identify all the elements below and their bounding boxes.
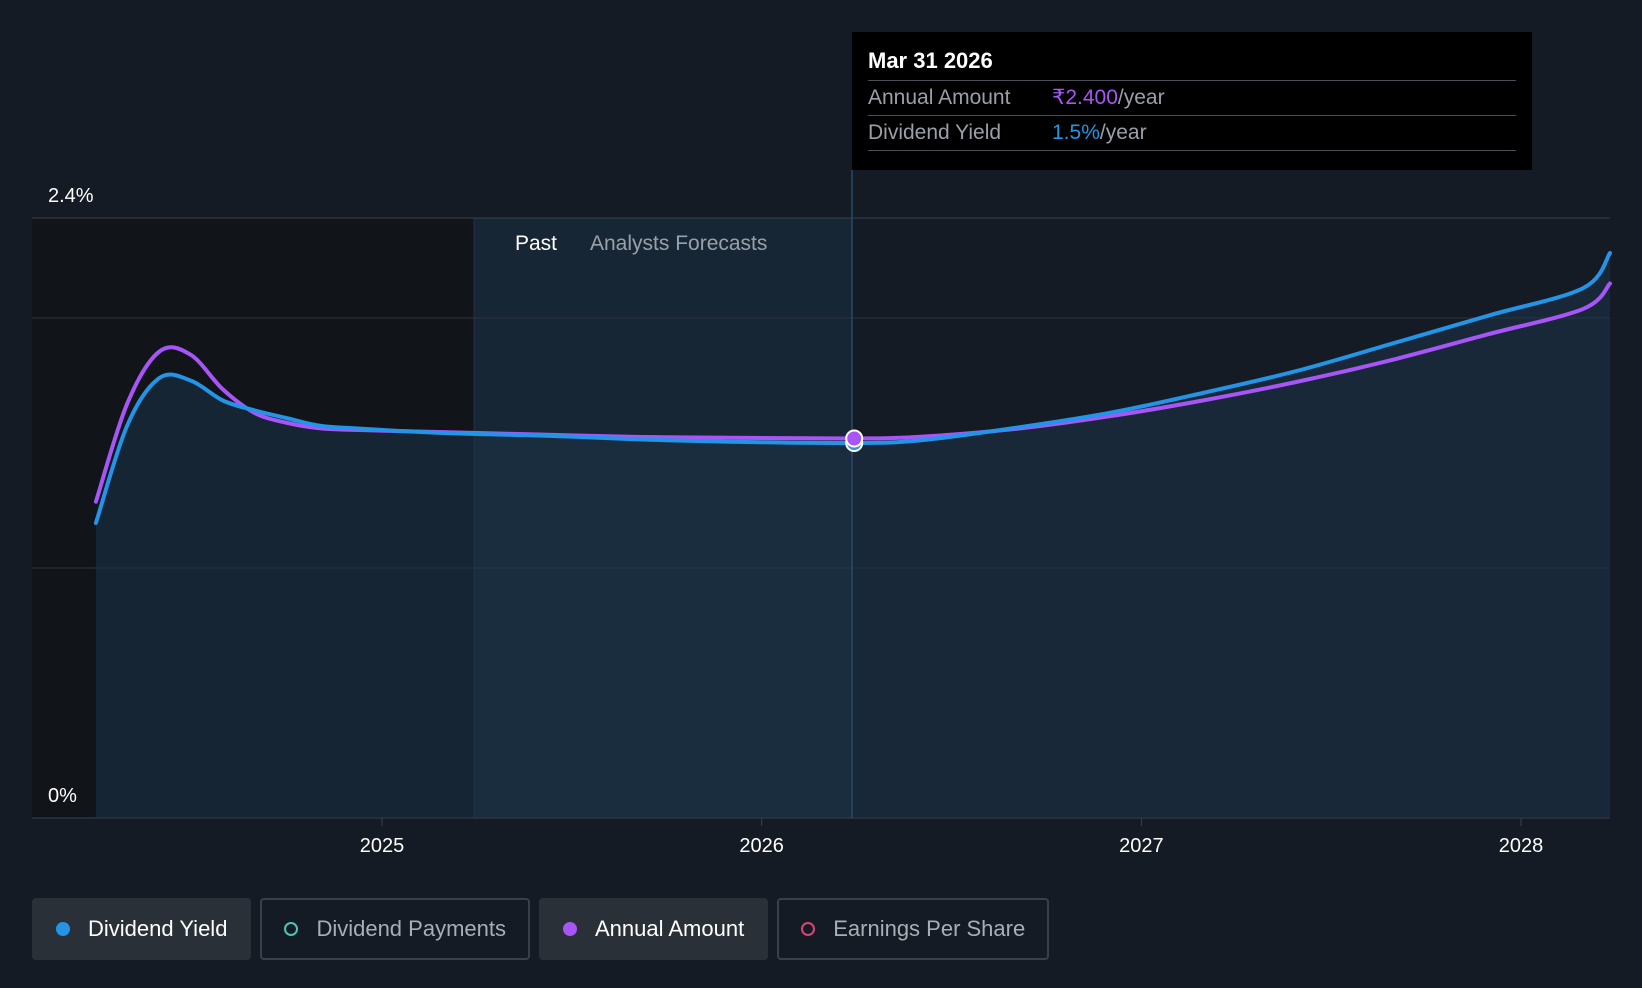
- y-tick-label-bottom: 0%: [48, 785, 77, 807]
- legend-marker-icon: [801, 922, 816, 936]
- x-tick-label: 2025: [360, 835, 405, 857]
- forecast-label: Analysts Forecasts: [590, 232, 767, 255]
- tooltip: Mar 31 2026 Annual Amount ₹2.400 /year D…: [852, 32, 1532, 170]
- legend-marker-icon: [284, 922, 299, 936]
- tooltip-value: 1.5%: [1052, 121, 1100, 144]
- past-label: Past: [515, 232, 557, 255]
- y-tick-label-top: 2.4%: [48, 185, 94, 207]
- legend-item-dividend-payments[interactable]: Dividend Payments: [260, 898, 530, 960]
- legend-label: Annual Amount: [594, 916, 745, 941]
- tooltip-unit: /year: [1117, 86, 1165, 109]
- tooltip-row-dividend-yield: Dividend Yield 1.5% /year: [868, 116, 1516, 151]
- x-tick-label: 2027: [1119, 835, 1164, 857]
- annual-amount-marker[interactable]: [845, 429, 864, 448]
- legend-marker-icon: [562, 922, 577, 936]
- tooltip-label: Dividend Yield: [868, 121, 1002, 144]
- x-tick-label: 2026: [739, 835, 784, 857]
- dividend-chart: 2.4% 0% Past Analysts Forecasts 2025 2026…: [32, 170, 1612, 857]
- legend-item-earnings-per-share[interactable]: Earnings Per Share: [777, 898, 1050, 960]
- x-tick-label: 2028: [1499, 835, 1544, 857]
- legend-item-dividend-yield[interactable]: Dividend Yield: [32, 898, 252, 960]
- legend-item-annual-amount[interactable]: Annual Amount: [538, 898, 769, 960]
- x-axis-ticks: 2025 2026 2027 2028: [360, 818, 1544, 857]
- legend-marker-icon: [56, 922, 70, 936]
- legend: Dividend Yield Dividend Payments Annual …: [32, 898, 1050, 960]
- annual-amount-line: [93, 281, 1612, 504]
- dividend-yield-line: [93, 251, 1612, 525]
- tooltip-label: Annual Amount: [868, 86, 1011, 109]
- tooltip-value: ₹2.400: [1052, 86, 1118, 109]
- legend-label: Earnings Per Share: [833, 916, 1026, 941]
- tooltip-row-annual-amount: Annual Amount ₹2.400 /year: [868, 81, 1516, 116]
- tooltip-unit: /year: [1099, 121, 1147, 144]
- tooltip-date: Mar 31 2026: [868, 46, 1516, 81]
- legend-label: Dividend Yield: [88, 916, 228, 941]
- legend-label: Dividend Payments: [316, 916, 506, 941]
